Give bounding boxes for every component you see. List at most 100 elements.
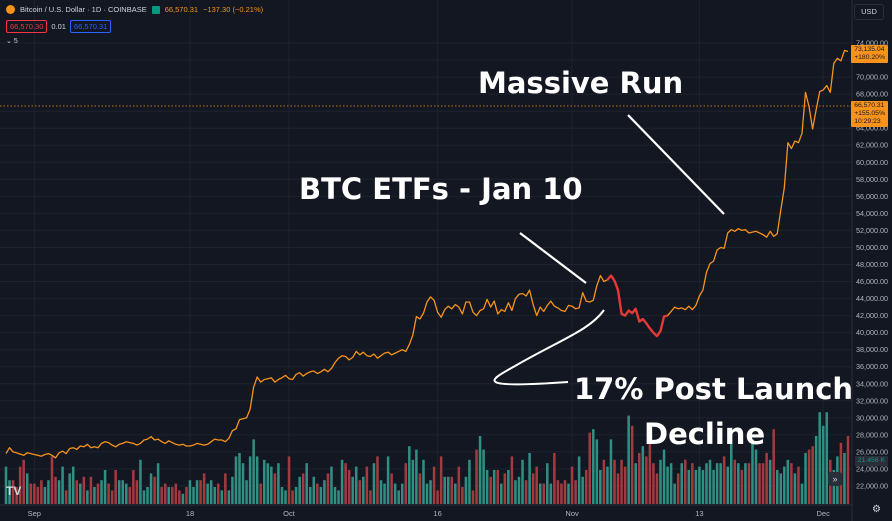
volume-bar — [450, 476, 454, 504]
trade-row: 66,570.30 0.01 66,570.31 — [6, 20, 112, 33]
volume-bar — [386, 456, 390, 504]
volume-bar — [167, 487, 170, 504]
scroll-right-icon[interactable]: » — [828, 472, 842, 486]
volume-bar — [599, 470, 602, 504]
y-tick-label: 64,000.00 — [856, 124, 888, 133]
last-price: 66,570.31 — [164, 5, 199, 14]
countdown: 10:29:23 — [854, 118, 881, 125]
volume-bar — [666, 466, 669, 504]
volume-bar — [492, 470, 496, 504]
volume-bar — [284, 490, 287, 504]
volume-bar — [404, 463, 408, 504]
volume-bar — [266, 463, 270, 504]
volume-bar — [783, 466, 786, 504]
volume-bar — [662, 449, 666, 504]
volume-bar — [694, 470, 698, 504]
volume-bar — [50, 456, 54, 504]
currency-button[interactable]: USD — [854, 4, 884, 20]
volume-bar — [64, 490, 68, 504]
volume-bar — [641, 446, 645, 504]
volume-bar — [8, 480, 11, 504]
volume-bar — [779, 473, 783, 504]
volume-bar — [595, 439, 599, 504]
volume-bar — [744, 463, 747, 504]
volume-bar — [733, 459, 737, 504]
volume-bar — [521, 459, 524, 504]
volume-bar — [422, 459, 425, 504]
volume-bar — [86, 490, 89, 504]
volume-bar — [330, 466, 333, 504]
volume-bar — [224, 473, 227, 504]
volume-bar — [57, 480, 61, 504]
volume-bar — [234, 456, 238, 504]
volume-bar — [638, 453, 641, 504]
volume-bar — [563, 480, 567, 504]
y-tick-label: 26,000.00 — [856, 447, 888, 456]
volume-bar — [277, 463, 280, 504]
volume-bar — [758, 463, 761, 504]
y-tick-label: 74,000.00 — [856, 39, 888, 48]
annotation-decline-line2: Decline — [644, 417, 766, 451]
volume-bar — [446, 476, 450, 504]
volume-bar — [538, 483, 542, 504]
volume-bar — [418, 473, 422, 504]
annotation-decline-line1: 17% Post Launch — [574, 372, 854, 406]
volume-bar — [669, 463, 673, 504]
volume-bar — [542, 483, 546, 504]
gear-icon[interactable]: ⚙ — [872, 504, 881, 515]
price-series — [5, 49, 849, 459]
volume-bar — [807, 449, 811, 504]
chevron-down-icon[interactable]: ⌄ — [6, 38, 12, 45]
volume-bar — [489, 476, 492, 504]
spread-value: 0.01 — [51, 22, 66, 31]
bitcoin-icon — [6, 5, 15, 14]
volume-bar — [206, 483, 209, 504]
indicators-toggle[interactable]: ⌄ 5 — [6, 37, 18, 45]
volume-bar — [178, 490, 181, 504]
time-axis[interactable]: Sep18Oct16Nov13Dec18202415Feb12Mar — [0, 504, 892, 518]
symbol-title[interactable]: Bitcoin / U.S. Dollar · 1D · COINBASE — [20, 5, 147, 14]
flag-icon[interactable] — [151, 5, 160, 14]
y-tick-label: 28,000.00 — [856, 430, 888, 439]
volume-bar — [411, 459, 415, 504]
volume-bar — [457, 466, 461, 504]
volume-bar — [142, 490, 146, 504]
volume-bar — [475, 449, 478, 504]
annotation-massive-run: Massive Run — [478, 66, 684, 100]
volume-bar — [305, 463, 308, 504]
volume-bar — [814, 436, 818, 504]
sell-price-button[interactable]: 66,570.30 — [6, 20, 48, 33]
volume-bar — [570, 466, 574, 504]
volume-bar — [61, 466, 64, 504]
volume-bar — [199, 480, 202, 504]
volume-bar — [577, 456, 581, 504]
volume-bar — [546, 463, 549, 504]
volume-bar — [291, 490, 294, 504]
price-axis[interactable]: 22,000.00 24,000.00 26,000.00 28,000.00 30,0… — [851, 0, 888, 521]
x-tick-label: Sep — [28, 509, 41, 518]
buy-price-button[interactable]: 66,570.31 — [69, 20, 112, 33]
volume-bar — [280, 487, 284, 504]
volume-bar — [567, 483, 570, 504]
tradingview-logo[interactable]: TV — [6, 484, 22, 498]
volume-bar — [125, 483, 128, 504]
volume-bar — [425, 483, 429, 504]
y-tick-label: 50,000.00 — [856, 243, 888, 252]
volume-bar — [652, 463, 655, 504]
volume-bar — [96, 483, 100, 504]
y-tick-label: 30,000.00 — [856, 413, 888, 422]
volume-bar — [248, 456, 252, 504]
volume-bar — [846, 436, 850, 504]
volume-bar — [128, 487, 132, 504]
volume-bar — [772, 429, 775, 504]
volume-bar — [238, 453, 241, 504]
volume-bar — [581, 476, 584, 504]
volume-bar — [383, 483, 386, 504]
y-tick-label: 58,000.00 — [856, 175, 888, 184]
volume-bar — [471, 490, 475, 504]
volume-bar — [535, 466, 538, 504]
volume-bar — [117, 480, 121, 504]
volume-bar — [754, 449, 758, 504]
y-tick-label: 56,000.00 — [856, 192, 888, 201]
